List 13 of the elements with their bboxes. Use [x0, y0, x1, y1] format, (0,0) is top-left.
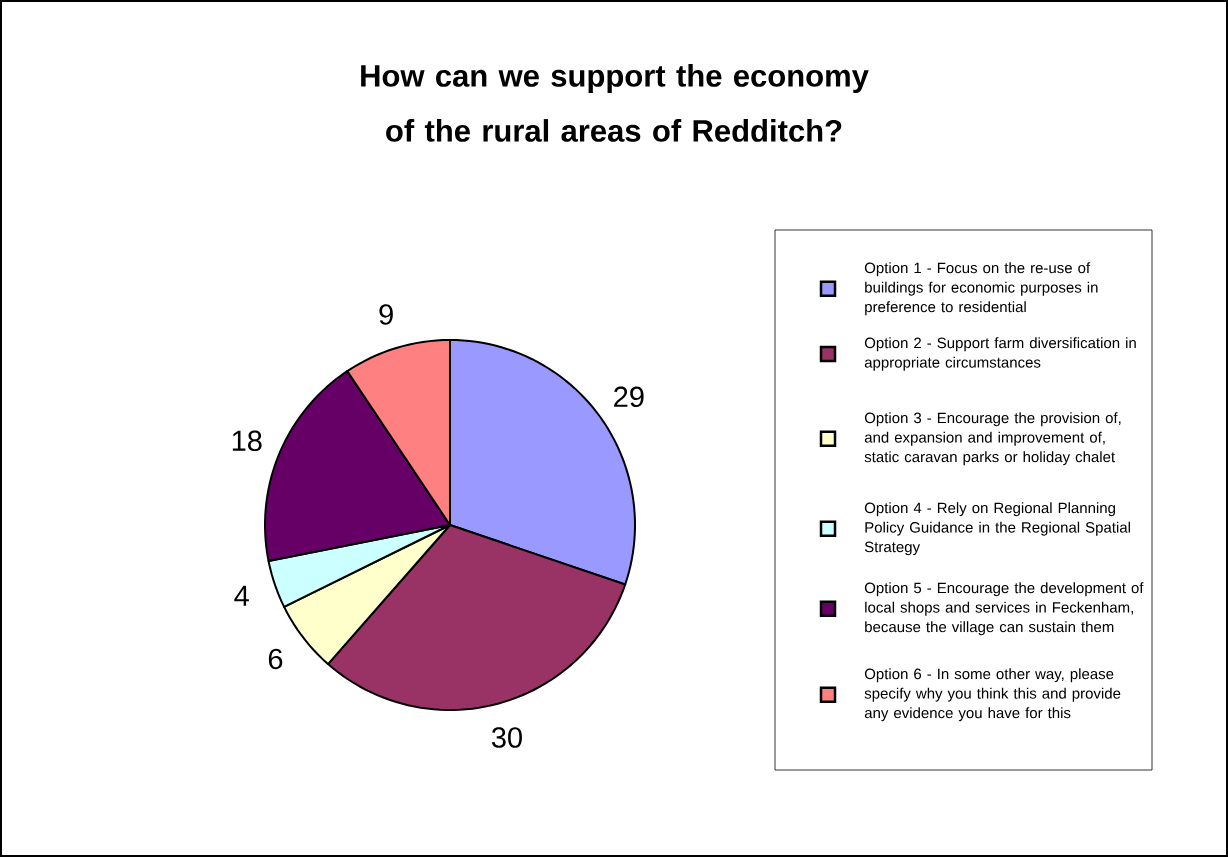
legend-label: Option 1 - Focus on the re-use of buildings for economic purposes in preference to residential: [864, 262, 1098, 316]
legend-label: Option 6 - In some other way, please specify why you think this and provide any evidence you have for this: [864, 668, 1121, 722]
legend-label: Option 5 - Encourage the development of local shops and services in Feckenham, because the village can sustain them: [864, 582, 1144, 636]
legend-label: Option 2 - Support farm diversification in appropriate circumstances: [864, 337, 1136, 371]
data-label: 29: [614, 386, 644, 408]
chart-title: How can we support the economy of the rural areas of Redditch?: [361, 64, 869, 142]
data-label: 4: [234, 585, 249, 606]
legend-label: Option 3 - Encourage the provision of, and expansion and improvement of, static caravan parks or holiday chalet: [864, 412, 1121, 466]
legend-label: Option 4 - Rely on Regional Planning Policy Guidance in the Regional Spatial Strategy: [864, 502, 1130, 556]
data-label: 9: [379, 304, 393, 325]
data-label: 6: [268, 648, 283, 670]
data-label: 30: [491, 727, 522, 748]
data-label: 18: [232, 430, 262, 452]
